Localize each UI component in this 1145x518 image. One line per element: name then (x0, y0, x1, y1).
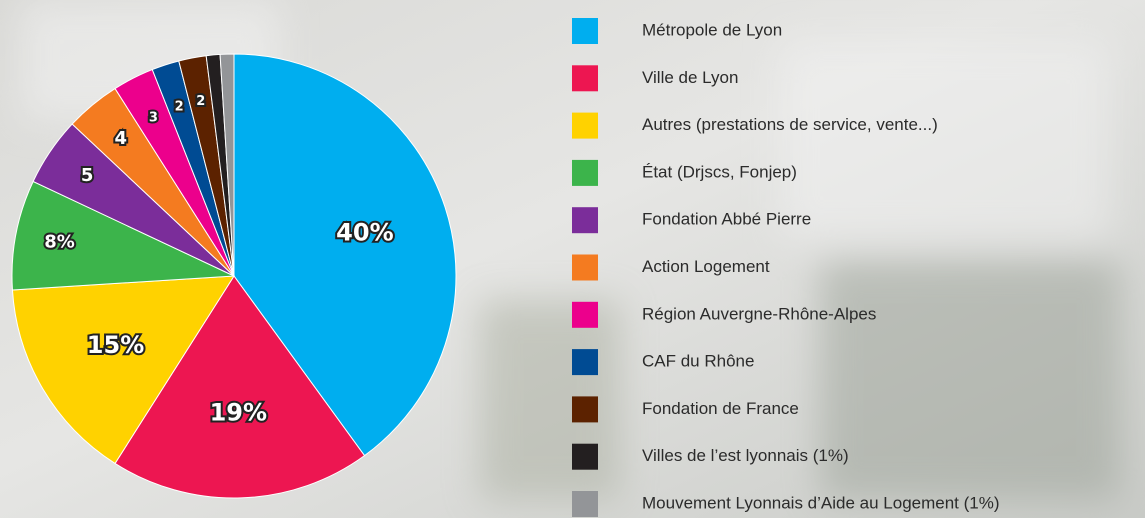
legend-swatch (572, 18, 598, 44)
legend-swatch (572, 160, 598, 186)
legend-swatch (572, 396, 598, 422)
legend-swatch (572, 207, 598, 233)
chart: 40% 19% 15% 8% 54 3 22 Métropole de Lyon Ville … (0, 0, 1145, 518)
slice-label: 5 (81, 165, 94, 186)
slice-label: 40% (336, 218, 393, 246)
legend-label: Région Auvergne-Rhône-Alpes (642, 304, 876, 323)
legend-swatch (572, 113, 598, 139)
legend-swatch (572, 65, 598, 91)
legend-label: Villes de l’est lyonnais (1%) (642, 446, 849, 465)
legend-label: Mouvement Lyonnais d’Aide au Logement (1… (642, 493, 1000, 512)
slice-label: 2 (175, 100, 184, 115)
legend-swatch (572, 491, 598, 517)
legend-label: Autres (prestations de service, vente...… (642, 115, 938, 134)
legend-swatch (572, 255, 598, 281)
slice-label: 8% (44, 232, 75, 253)
slice-label: 4 (115, 128, 128, 149)
legend-label: CAF du Rhône (642, 352, 754, 371)
legend-label: État (Drjscs, Fonjep) (642, 162, 797, 181)
legend-swatch (572, 302, 598, 328)
legend-label: Ville de Lyon (642, 68, 738, 87)
slice-label: 3 (149, 110, 158, 125)
legend-label: Fondation Abbé Pierre (642, 210, 811, 229)
legend-label: Fondation de France (642, 399, 799, 418)
slice-label: 15% (87, 331, 144, 359)
legend-swatch (572, 444, 598, 470)
legend-label: Action Logement (642, 257, 770, 276)
legend-swatch (572, 349, 598, 375)
slice-label: 19% (210, 399, 267, 427)
slice-label: 2 (196, 94, 205, 109)
legend-label: Métropole de Lyon (642, 20, 782, 39)
